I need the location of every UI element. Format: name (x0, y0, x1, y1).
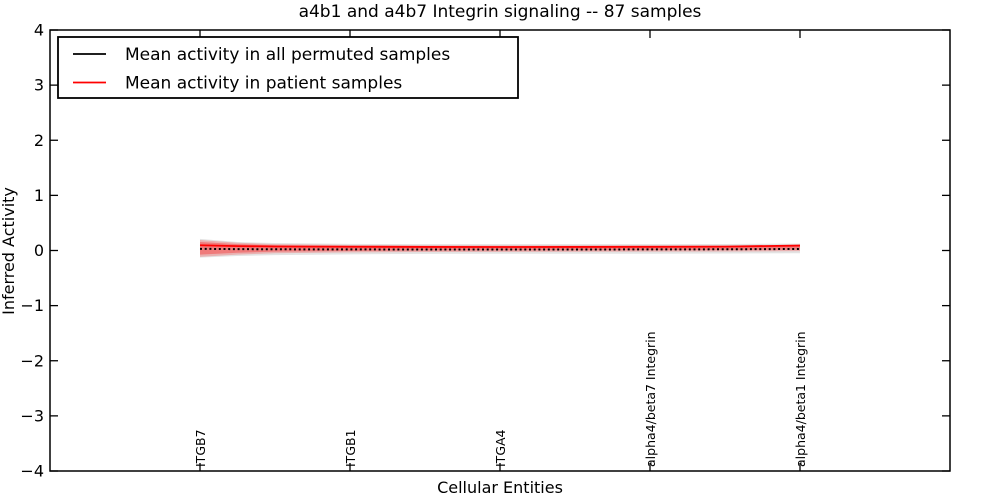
legend: Mean activity in all permuted samples Me… (57, 36, 519, 99)
series-lines (199, 244, 801, 251)
y-tick-label: 2 (34, 131, 44, 150)
chart-title: a4b1 and a4b7 Integrin signaling -- 87 s… (299, 2, 702, 22)
x-tick-label: ITGB7 (193, 429, 208, 467)
series-bands (200, 238, 800, 258)
series-0-band (200, 238, 800, 258)
series-1-line (199, 244, 801, 248)
x-tick-label: ITGB1 (343, 429, 358, 467)
legend-label-permuted: Mean activity in all permuted samples (125, 45, 450, 65)
y-tick-label: 3 (34, 76, 44, 95)
y-tick-label: 4 (34, 21, 44, 40)
legend-label-patient: Mean activity in patient samples (125, 74, 402, 94)
y-tick-label: −2 (20, 351, 44, 370)
y-tick-label: 1 (34, 186, 44, 205)
legend-box (57, 36, 519, 99)
series-1-band (200, 240, 800, 257)
axis-ticks (50, 29, 950, 472)
y-tick-label: −3 (20, 406, 44, 425)
y-tick-label: 0 (34, 241, 44, 260)
x-tick-label: alpha4/beta7 Integrin (643, 331, 658, 467)
y-tick-label: −4 (20, 462, 44, 481)
x-axis-label: Cellular Entities (437, 478, 563, 497)
x-tick-label: ITGA4 (493, 429, 508, 467)
y-tick-label: −1 (20, 296, 44, 315)
axis-tick-labels: 4 3 2 1 0 −1 −2 −3 −4 ITGB7 ITGB1 ITGA4 alpha4/beta7… (20, 21, 808, 481)
y-axis-label: Inferred Activity (0, 187, 18, 315)
x-tick-label: alpha4/beta1 Integrin (793, 331, 808, 467)
series-1-band-inner (200, 241, 800, 255)
